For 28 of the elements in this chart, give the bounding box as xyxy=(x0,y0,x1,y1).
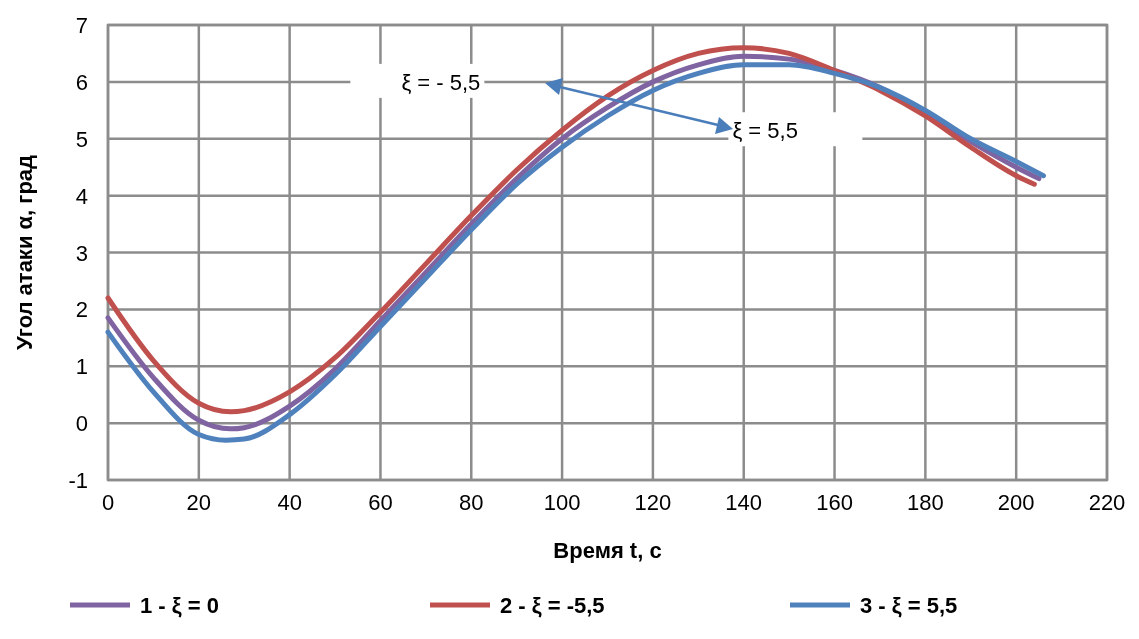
x-tick-label: 140 xyxy=(725,490,763,515)
x-tick-label: 100 xyxy=(543,490,581,515)
x-axis-title: Время t, с xyxy=(553,538,662,563)
x-tick-label: 40 xyxy=(277,490,302,515)
x-tick-label: 200 xyxy=(997,490,1035,515)
y-tick-label: -1 xyxy=(68,468,88,493)
y-tick-label: 7 xyxy=(75,13,88,38)
legend-label: 3 - ξ = 5,5 xyxy=(860,593,958,618)
x-tick-label: 180 xyxy=(907,490,944,515)
y-tick-label: 0 xyxy=(75,411,88,437)
legend-label: 1 - ξ = 0 xyxy=(140,593,219,618)
y-tick-label: 3 xyxy=(75,240,88,266)
y-axis-title: Угол атаки α, град xyxy=(12,154,37,351)
x-tick-label: 220 xyxy=(1088,490,1126,515)
y-tick-label: 4 xyxy=(75,183,88,209)
legend-label: 2 - ξ = -5,5 xyxy=(500,593,605,618)
annotation: ξ = - 5,5 xyxy=(401,69,481,95)
y-tick-label: 1 xyxy=(75,354,88,380)
y-tick-label: 2 xyxy=(75,297,88,323)
x-tick-label: 120 xyxy=(634,490,672,515)
x-tick-label: 80 xyxy=(459,490,484,515)
x-tick-label: 60 xyxy=(368,490,393,515)
x-tick-label: 0 xyxy=(101,490,115,515)
y-tick-label: 5 xyxy=(75,126,88,152)
annotation: ξ = 5,5 xyxy=(732,118,798,144)
x-tick-label: 160 xyxy=(816,490,853,515)
x-tick-label: 20 xyxy=(186,490,212,515)
y-tick-label: 6 xyxy=(75,69,88,95)
